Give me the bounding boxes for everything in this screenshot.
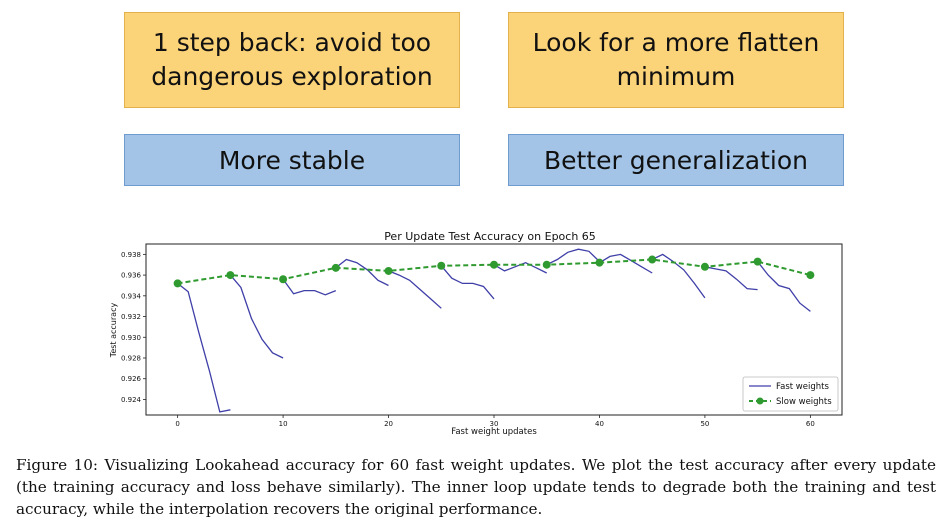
more-stable-text: More stable bbox=[218, 145, 366, 175]
x-tick-label: 10 bbox=[279, 420, 288, 428]
y-tick-label: 0.924 bbox=[121, 396, 142, 404]
x-tick-label: 30 bbox=[490, 420, 499, 428]
accuracy-chart: Per Update Test Accuracy on Epoch 65 0.9… bbox=[109, 230, 843, 437]
legend-slow-label: Slow weights bbox=[776, 397, 832, 407]
fast-weights-line bbox=[757, 261, 811, 312]
fast-weights-line bbox=[177, 282, 231, 413]
y-axis-ticks: 0.924 0.926 0.928 0.930 0.932 0.934 0.936 0.938 bbox=[121, 251, 146, 404]
fast-weights-line bbox=[388, 270, 442, 309]
x-axis-label: Fast weight updates bbox=[451, 427, 537, 437]
x-axis-ticks: 0 10 20 30 40 50 60 bbox=[175, 415, 815, 428]
slow-weights-point bbox=[753, 257, 762, 266]
slow-weights-point bbox=[279, 275, 288, 284]
y-axis-label: Test accuracy bbox=[109, 303, 118, 359]
better-generalization-text: Better generalization bbox=[543, 145, 809, 175]
y-tick-label: 0.936 bbox=[121, 272, 142, 280]
legend-slow-marker bbox=[756, 397, 764, 405]
fast-weights-line bbox=[282, 278, 337, 296]
slow-weights-point bbox=[542, 260, 551, 269]
slow-weights-point bbox=[437, 261, 446, 270]
legend-fast-label: Fast weights bbox=[776, 382, 829, 392]
slow-weights-point bbox=[331, 263, 340, 272]
y-tick-label: 0.934 bbox=[121, 292, 142, 300]
slow-weights-point bbox=[384, 266, 393, 275]
plot-area-frame bbox=[145, 243, 843, 416]
y-tick-label: 0.932 bbox=[121, 313, 141, 321]
slow-weights-point bbox=[806, 271, 815, 280]
avoid-dangerous-exploration-text: 1 step back: avoid too dangerous explora… bbox=[151, 28, 433, 91]
slow-weights-series bbox=[173, 255, 815, 288]
fast-weights-line bbox=[651, 253, 706, 299]
fast-weights-line bbox=[229, 274, 284, 359]
fast-weights-line bbox=[704, 266, 758, 291]
x-tick-label: 40 bbox=[595, 420, 604, 428]
slow-weights-point bbox=[700, 262, 709, 271]
fast-weights-line bbox=[440, 265, 495, 300]
y-tick-label: 0.930 bbox=[121, 334, 141, 342]
slow-weights-point bbox=[648, 255, 657, 264]
x-tick-label: 20 bbox=[384, 420, 393, 428]
x-tick-label: 60 bbox=[806, 420, 815, 428]
more-stable-box: More stable bbox=[124, 134, 460, 186]
slow-weights-point bbox=[490, 260, 498, 269]
figure-caption: Figure 10: Visualizing Lookahead accurac… bbox=[16, 456, 936, 518]
fast-weights-line bbox=[599, 253, 653, 274]
fast-weights-series bbox=[177, 248, 811, 413]
slow-weights-point bbox=[173, 279, 182, 288]
better-generalization-box: Better generalization bbox=[508, 134, 844, 186]
y-tick-label: 0.938 bbox=[121, 251, 141, 259]
flatten-minimum-text: Look for a more flatten minimum bbox=[532, 28, 820, 91]
y-tick-label: 0.928 bbox=[121, 355, 141, 363]
slow-weights-point bbox=[595, 258, 604, 267]
legend: Fast weights Slow weights bbox=[742, 376, 839, 412]
fast-weights-line bbox=[335, 258, 389, 287]
chart-title: Per Update Test Accuracy on Epoch 65 bbox=[384, 230, 596, 243]
x-tick-label: 50 bbox=[700, 420, 709, 428]
avoid-dangerous-exploration-box: 1 step back: avoid too dangerous explora… bbox=[124, 12, 460, 108]
fast-weights-line bbox=[546, 248, 600, 266]
y-tick-label: 0.926 bbox=[121, 375, 142, 383]
x-tick-label: 0 bbox=[175, 420, 179, 428]
flatten-minimum-box: Look for a more flatten minimum bbox=[508, 12, 844, 108]
slow-weights-point bbox=[226, 271, 235, 280]
